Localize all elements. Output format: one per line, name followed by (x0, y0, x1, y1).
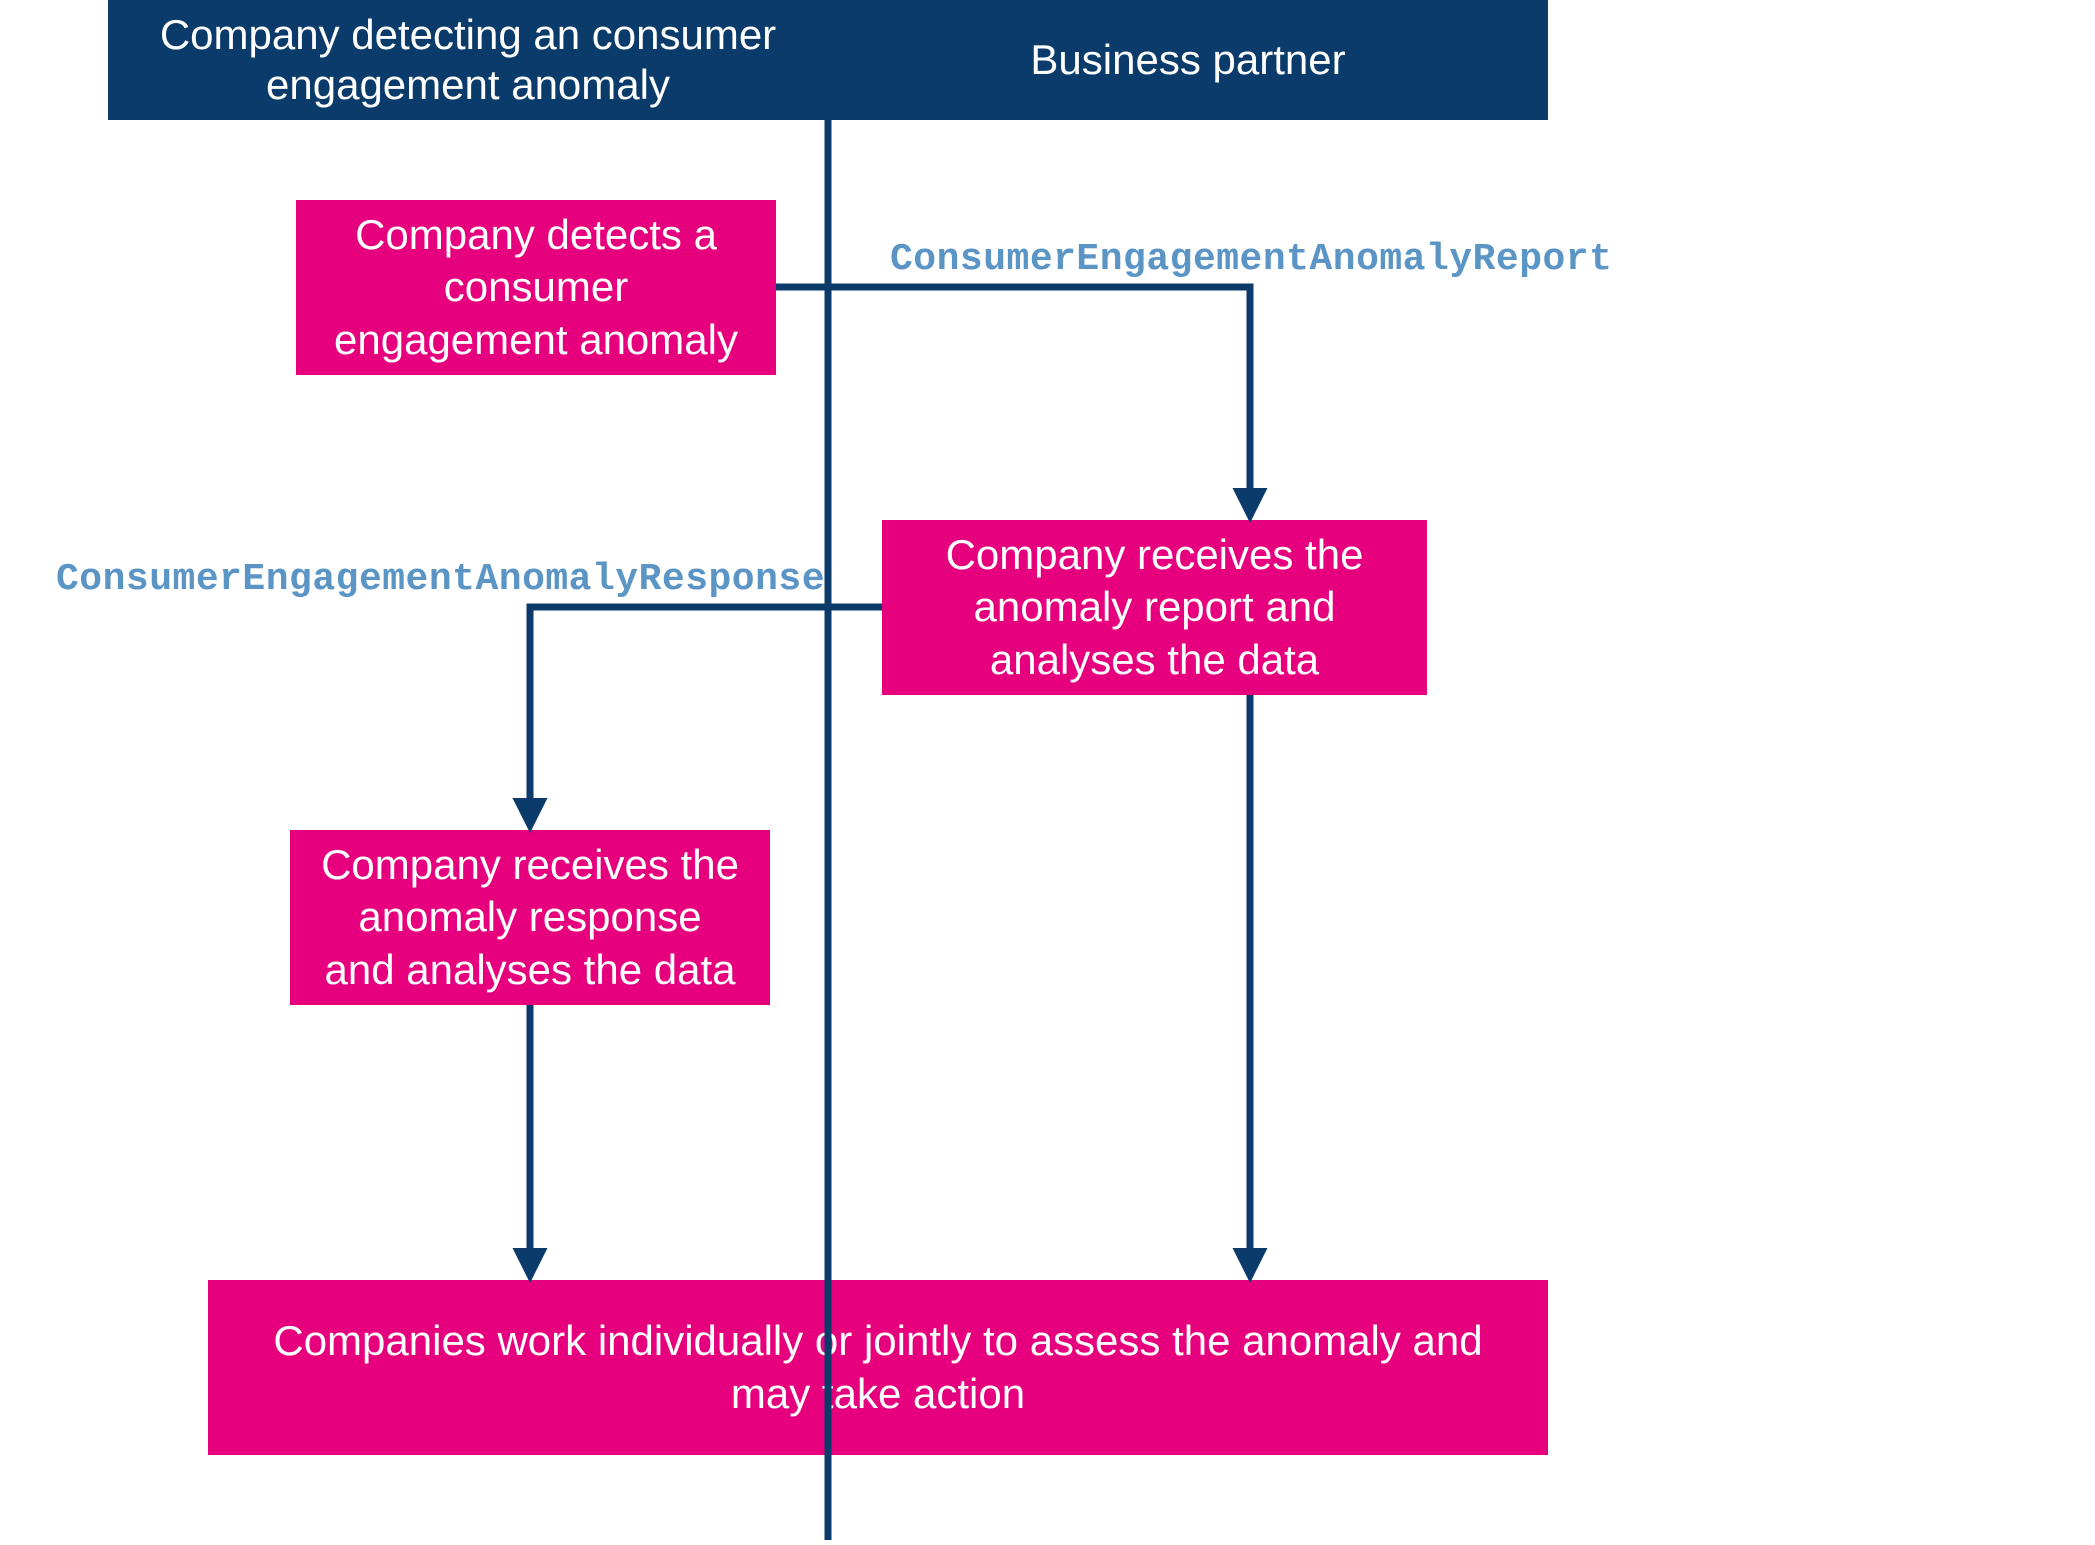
edge-report (776, 287, 1250, 516)
header-left: Company detecting an consumer engagement… (108, 0, 828, 120)
node-receive-report-label: Company receives the anomaly report and … (910, 529, 1399, 687)
header-right-label: Business partner (1030, 35, 1345, 85)
header-left-label: Company detecting an consumer engagement… (128, 10, 808, 111)
label-anomaly-report: ConsumerEngagementAnomalyReport (890, 238, 1612, 281)
header-right: Business partner (828, 0, 1548, 120)
node-receive-response: Company receives the anomaly response an… (290, 830, 770, 1005)
node-receive-report: Company receives the anomaly report and … (882, 520, 1427, 695)
node-receive-response-label: Company receives the anomaly response an… (318, 839, 742, 997)
edge-response (530, 607, 882, 826)
node-joint-action: Companies work individually or jointly t… (208, 1280, 1548, 1455)
label-anomaly-response: ConsumerEngagementAnomalyResponse (56, 558, 825, 601)
node-detect-label: Company detects a consumer engagement an… (324, 209, 748, 367)
node-joint-action-label: Companies work individually or jointly t… (236, 1315, 1520, 1420)
node-detect: Company detects a consumer engagement an… (296, 200, 776, 375)
